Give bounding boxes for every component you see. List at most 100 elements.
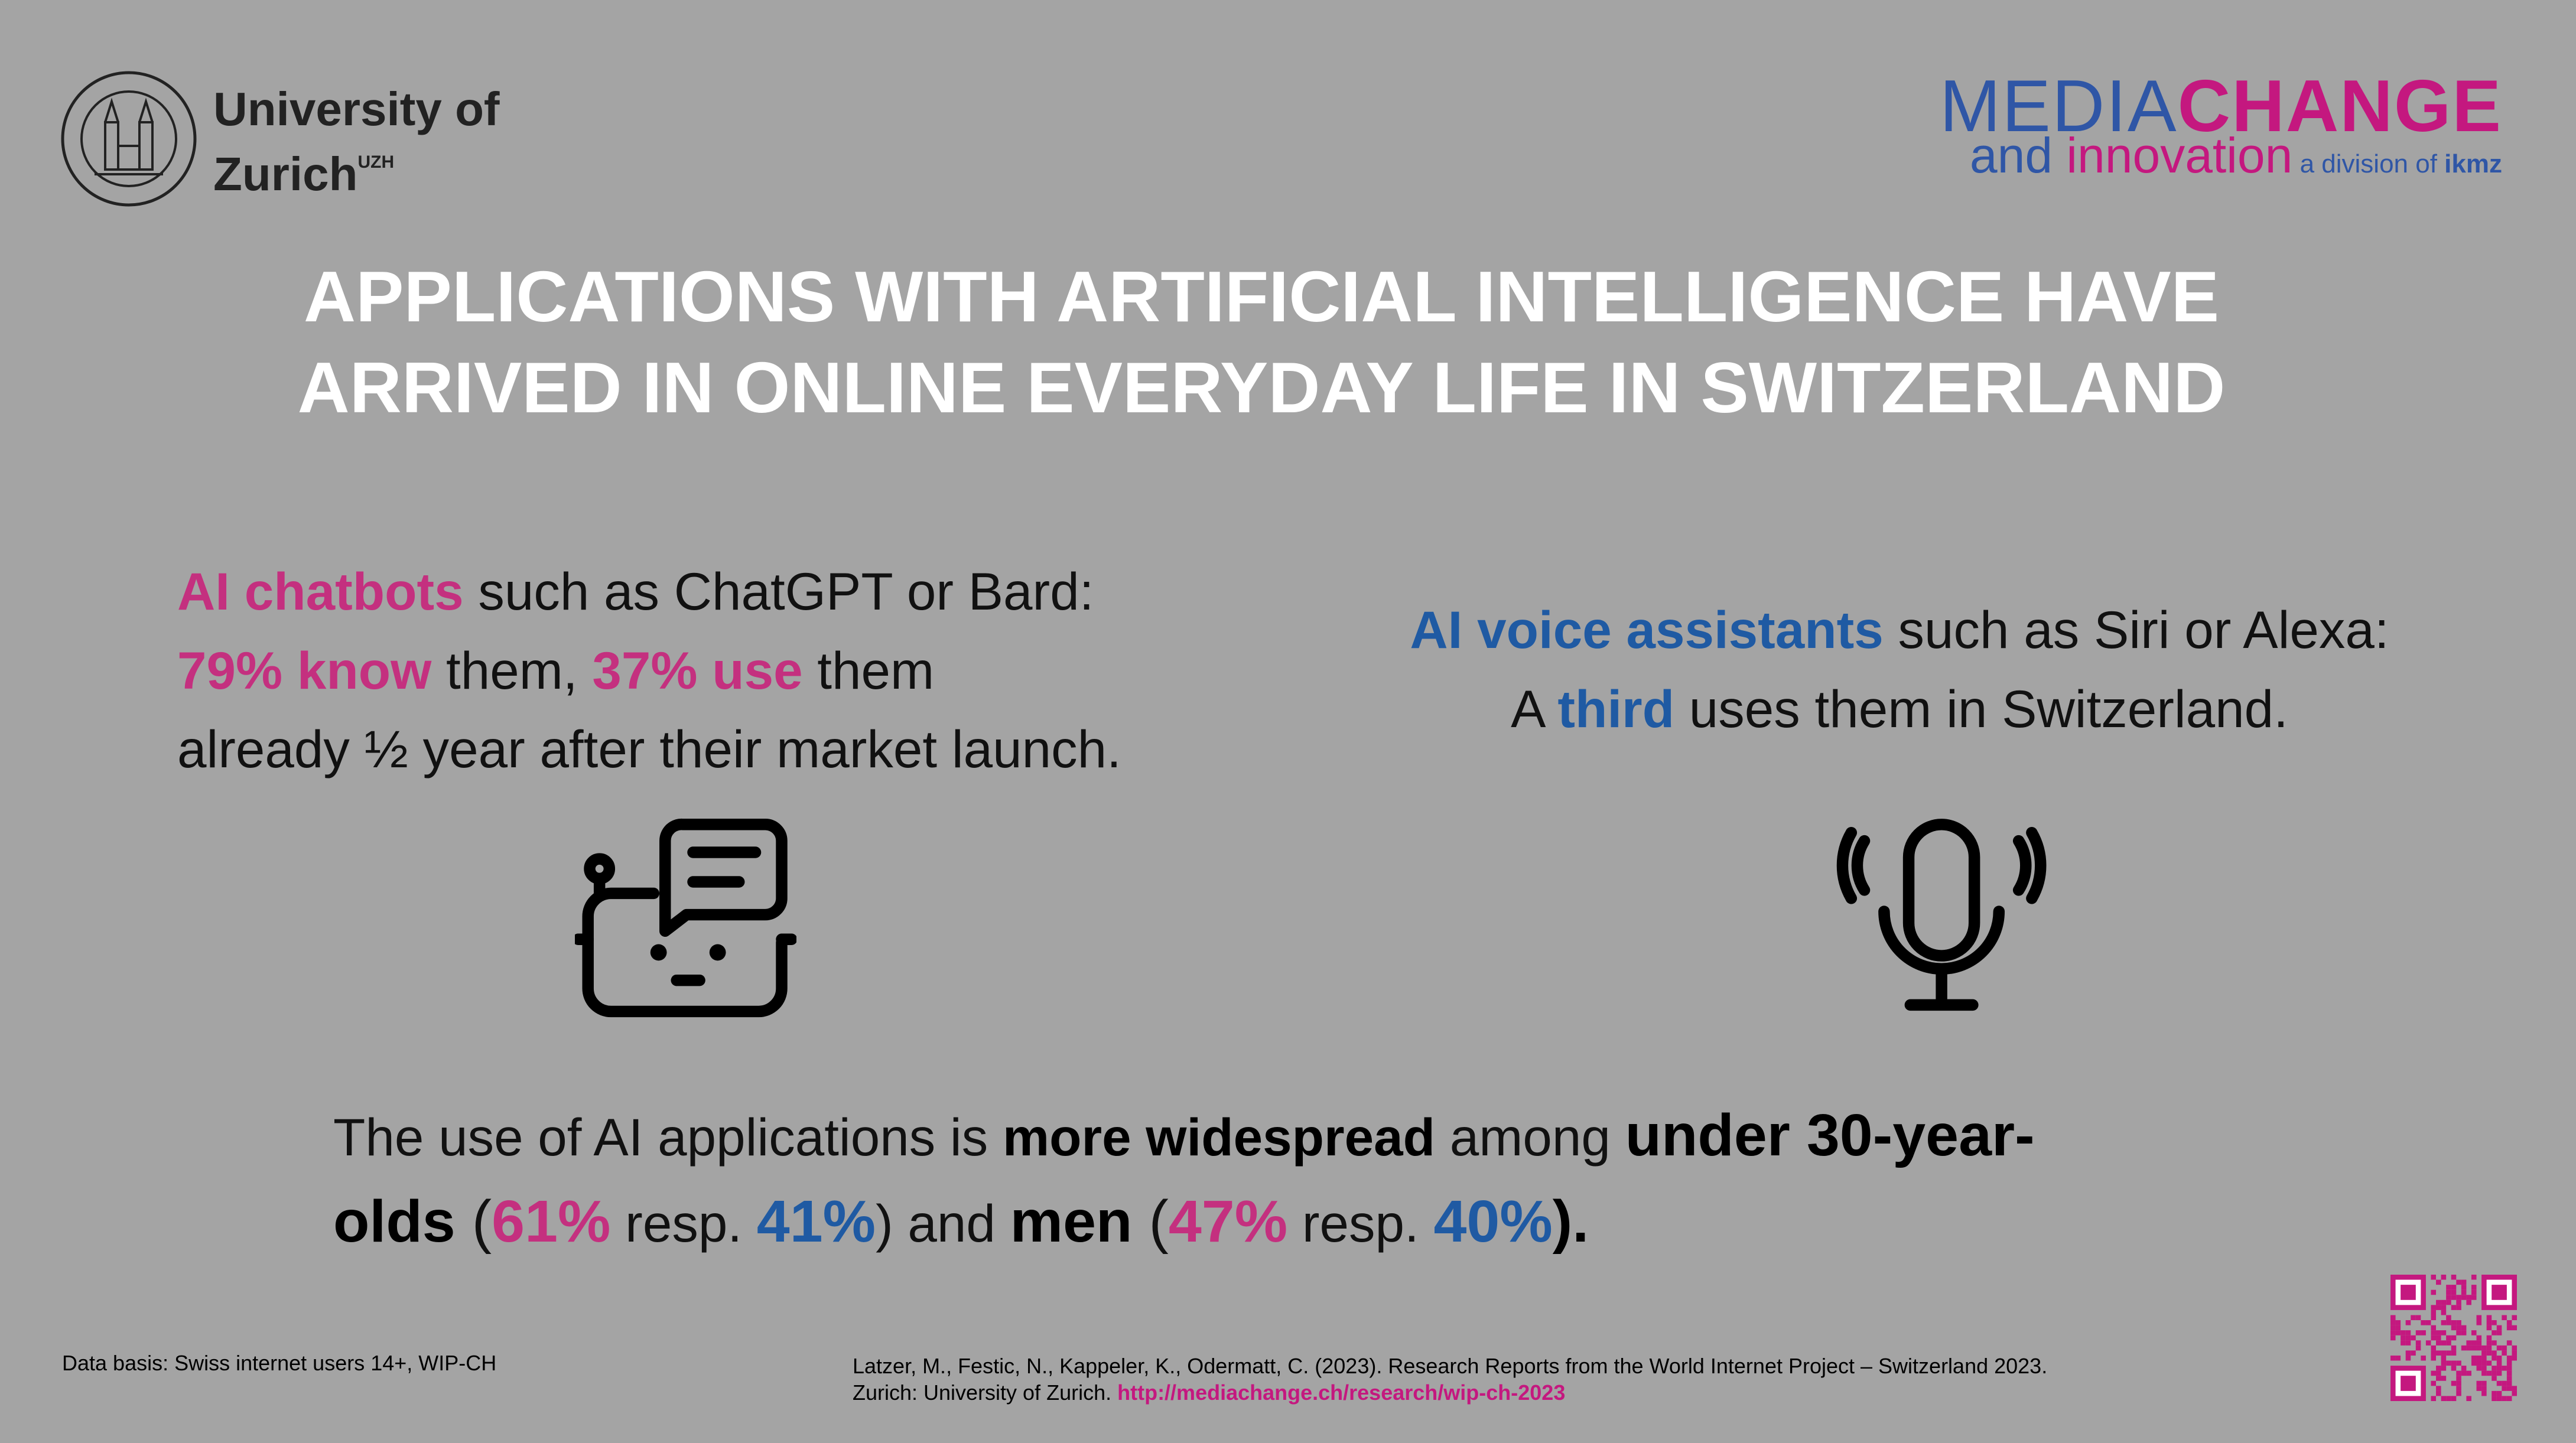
qr-module — [2446, 1350, 2451, 1356]
qr-module — [2415, 1345, 2421, 1351]
qr-module — [2502, 1350, 2507, 1356]
qr-module — [2492, 1320, 2497, 1325]
qr-module — [2496, 1325, 2502, 1331]
qr-module — [2415, 1315, 2421, 1321]
qr-module — [2451, 1345, 2457, 1351]
qr-module — [2395, 1355, 2401, 1361]
qr-module — [2436, 1386, 2441, 1391]
qr-module — [2446, 1295, 2451, 1300]
data-basis: Data basis: Swiss internet users 14+, WI… — [62, 1351, 497, 1375]
qr-module — [2466, 1396, 2471, 1401]
text-segment: 40% — [1433, 1188, 1553, 1255]
text-segment: olds — [333, 1188, 456, 1255]
qr-module — [2506, 1325, 2512, 1331]
qr-module — [2446, 1335, 2451, 1341]
text-segment: uses them in Switzerland. — [1674, 679, 2288, 738]
brand-logo: MEDIACHANGE — [1940, 70, 2502, 143]
qr-module — [2446, 1315, 2451, 1321]
qr-code[interactable] — [2390, 1275, 2517, 1401]
qr-module — [2476, 1355, 2482, 1361]
qr-module — [2466, 1340, 2471, 1346]
qr-module — [2456, 1295, 2461, 1300]
qr-module — [2492, 1330, 2497, 1335]
qr-module — [2481, 1390, 2487, 1396]
qr-module — [2431, 1350, 2437, 1356]
qr-module — [2476, 1320, 2482, 1325]
qr-module — [2436, 1330, 2441, 1335]
qr-module — [2502, 1345, 2507, 1351]
text-segment: men — [1010, 1188, 1133, 1255]
qr-module — [2395, 1325, 2401, 1331]
text-segment: such as ChatGPT or Bard: — [463, 562, 1094, 621]
qr-module — [2496, 1390, 2502, 1396]
qr-module — [2461, 1325, 2467, 1331]
text-segment: 41% — [756, 1188, 876, 1255]
university-line: Zurich — [213, 148, 358, 200]
qr-module — [2492, 1390, 2497, 1396]
citation-link[interactable]: http://mediachange.ch/research/wip-ch-20… — [1117, 1380, 1566, 1405]
qr-module — [2506, 1380, 2512, 1386]
qr-module — [2512, 1355, 2517, 1361]
qr-module — [2456, 1330, 2461, 1335]
qr-module — [2512, 1345, 2517, 1351]
qr-module — [2395, 1330, 2401, 1335]
qr-module — [2471, 1360, 2477, 1366]
qr-module — [2502, 1366, 2507, 1371]
text-line: AI voice assistants such as Siri or Alex… — [1347, 591, 2452, 670]
title: APPLICATIONS WITH ARTIFICIAL INTELLIGENC… — [0, 251, 2523, 433]
title-line: ARRIVED IN ONLINE EVERYDAY LIFE IN SWITZ… — [297, 347, 2226, 428]
qr-module — [2431, 1310, 2437, 1315]
qr-module — [2486, 1325, 2492, 1331]
qr-module — [2431, 1330, 2437, 1335]
qr-module — [2506, 1360, 2512, 1366]
qr-module — [2446, 1360, 2451, 1366]
qr-module — [2451, 1285, 2457, 1290]
qr-module — [2486, 1315, 2492, 1321]
qr-module — [2441, 1355, 2447, 1361]
qr-module — [2461, 1330, 2467, 1335]
brand-sub: and innovation a division of ikmz — [1970, 129, 2502, 197]
qr-module — [2506, 1366, 2512, 1371]
qr-module — [2421, 1355, 2426, 1361]
qr-module — [2471, 1275, 2477, 1280]
qr-module — [2492, 1366, 2497, 1371]
qr-module — [2466, 1370, 2471, 1376]
qr-module — [2471, 1340, 2477, 1346]
text-segment: among — [1435, 1108, 1625, 1167]
qr-module — [2481, 1350, 2487, 1356]
summary-text: The use of AI applications is more wides… — [333, 1093, 2035, 1265]
title-line: APPLICATIONS WITH ARTIFICIAL INTELLIGENC… — [304, 256, 2219, 337]
qr-module — [2411, 1315, 2416, 1321]
qr-module — [2451, 1366, 2457, 1371]
qr-module — [2395, 1320, 2401, 1325]
text-segment: them, — [431, 640, 593, 700]
qr-module — [2476, 1335, 2482, 1341]
qr-module — [2496, 1380, 2502, 1386]
qr-module — [2471, 1285, 2477, 1290]
qr-module — [2486, 1350, 2492, 1356]
qr-module — [2496, 1360, 2502, 1366]
qr-module — [2401, 1340, 2406, 1346]
text-line: The use of AI applications is more wides… — [333, 1093, 2035, 1179]
text-segment: AI chatbots — [177, 562, 464, 621]
qr-module — [2411, 1335, 2416, 1341]
qr-module — [2401, 1376, 2416, 1391]
qr-module — [2502, 1386, 2507, 1391]
brand-innovation: innovation — [2066, 128, 2293, 183]
qr-module — [2512, 1390, 2517, 1396]
qr-module — [2456, 1279, 2461, 1285]
qr-module — [2456, 1320, 2461, 1325]
qr-module — [2451, 1350, 2457, 1356]
university-line: University of — [213, 83, 500, 135]
qr-module — [2431, 1355, 2437, 1361]
qr-module — [2446, 1320, 2451, 1325]
microphone-icon — [1836, 819, 2047, 1011]
uzh: UZH — [357, 152, 395, 172]
qr-module — [2492, 1355, 2497, 1361]
qr-module — [2431, 1345, 2437, 1351]
citation: Latzer, M., Festic, N., Kappeler, K., Od… — [853, 1353, 2047, 1406]
brand-and: and — [1969, 128, 2067, 183]
qr-module — [2512, 1350, 2517, 1356]
qr-module — [2405, 1330, 2411, 1335]
